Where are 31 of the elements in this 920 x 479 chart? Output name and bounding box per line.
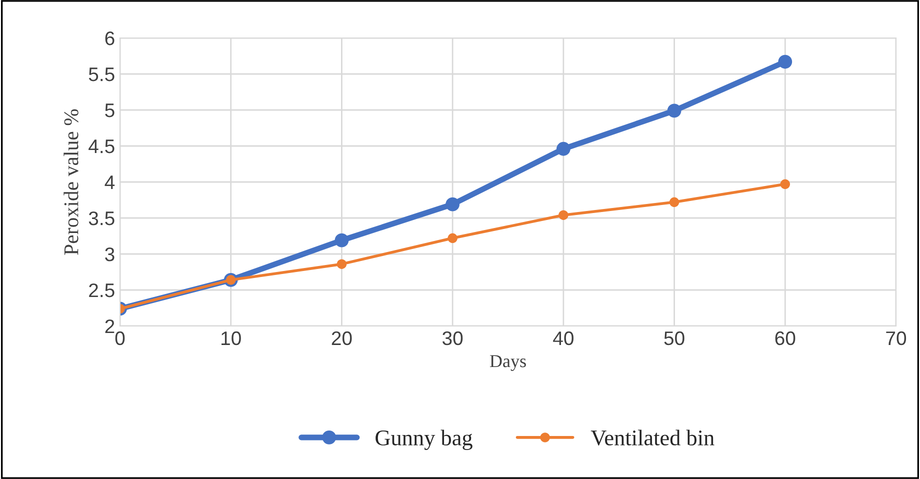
point (669, 197, 680, 208)
y-tick-label: 3 (105, 247, 114, 262)
x-tick-label: 20 (332, 331, 352, 346)
point (448, 233, 458, 244)
point (556, 142, 570, 156)
y-tick-label: 3.5 (88, 211, 114, 226)
point (778, 54, 792, 69)
y-tick-label: 4.5 (88, 140, 114, 154)
point (667, 104, 682, 118)
point (446, 197, 460, 212)
y-tick-label: 2.5 (89, 283, 114, 298)
y-axis-title: Peroxide value % (64, 109, 78, 255)
y-tick-label: 4 (104, 176, 115, 190)
x-tick-label: 40 (553, 331, 574, 346)
x-tick-label: 60 (775, 331, 796, 346)
point (780, 179, 790, 190)
y-tick-label: 5 (105, 104, 114, 118)
y-tick-label: 2 (105, 319, 114, 334)
point (558, 210, 568, 220)
x-tick-label: 10 (222, 331, 241, 346)
point (336, 259, 347, 269)
x-axis-title: Days (490, 355, 526, 371)
y-tick-label: 5.5 (88, 68, 114, 82)
legend-label: Gunny bag (376, 430, 472, 450)
y-tick-label: 6 (105, 31, 114, 46)
x-tick-label: 70 (886, 331, 906, 346)
x-tick-label: 0 (115, 331, 125, 346)
point (334, 233, 349, 248)
legend-label: Ventilated bin (590, 430, 714, 446)
x-tick-label: 30 (442, 331, 463, 346)
x-tick-label: 50 (664, 331, 684, 346)
